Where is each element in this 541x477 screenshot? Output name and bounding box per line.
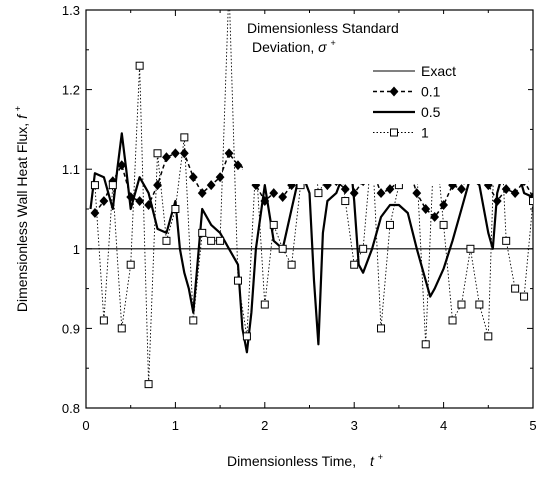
data-point <box>269 220 278 229</box>
x-tick-label: 0 <box>82 418 89 433</box>
data-point <box>206 180 216 191</box>
data-point <box>153 149 162 158</box>
y-tick-label: 1.1 <box>62 162 80 177</box>
data-point <box>412 188 422 199</box>
data-point <box>511 284 520 293</box>
x-tick-label: 2 <box>261 418 268 433</box>
data-point <box>207 236 216 245</box>
data-point <box>224 148 234 159</box>
y-tick-label: 1.2 <box>62 83 80 98</box>
data-point <box>135 196 145 206</box>
data-point <box>341 197 350 206</box>
legend: Dimensionless Standard Deviation, σ + Ex… <box>243 14 528 184</box>
data-point <box>197 188 207 199</box>
data-point <box>233 160 243 171</box>
x-tick-label: 3 <box>351 418 358 433</box>
data-point <box>359 244 368 253</box>
data-point <box>117 324 126 333</box>
data-point <box>90 208 100 218</box>
y-tick-label: 1.3 <box>62 3 80 18</box>
data-point <box>242 332 251 341</box>
data-point <box>439 200 449 210</box>
data-point <box>421 340 430 349</box>
data-point <box>135 61 144 70</box>
legend-title-line2: Deviation, σ + <box>252 38 336 55</box>
data-point <box>421 204 431 214</box>
data-point <box>216 236 225 245</box>
legend-title-line1: Dimensionless Standard <box>247 20 399 36</box>
data-point <box>502 236 511 245</box>
data-point <box>439 220 448 229</box>
data-point <box>189 316 198 325</box>
data-point <box>385 220 394 229</box>
data-point <box>162 152 171 163</box>
legend-background <box>243 14 528 184</box>
y-tick-label: 0.8 <box>62 401 80 416</box>
data-point <box>376 188 386 199</box>
data-point <box>269 188 279 199</box>
data-point <box>484 332 493 341</box>
data-point <box>99 196 109 206</box>
data-point <box>520 292 529 301</box>
y-tick-label: 1 <box>73 242 80 257</box>
data-point <box>260 300 269 309</box>
legend-entries: Exact 0.1 0.5 1 <box>373 63 456 141</box>
data-point <box>529 197 533 206</box>
data-point <box>430 212 440 222</box>
data-point <box>510 188 520 199</box>
data-point <box>278 244 287 253</box>
x-axis-title: Dimensionless Time, t + <box>227 452 383 469</box>
legend-label-Exact: Exact <box>421 63 456 79</box>
y-tick-label: 0.9 <box>62 321 80 336</box>
legend-marker-1 <box>390 128 398 137</box>
y-axis-title: Dimensionless Wall Heat Flux, f + <box>13 106 30 312</box>
data-point <box>377 324 386 333</box>
data-point <box>287 260 296 269</box>
legend-label-0.1: 0.1 <box>421 84 441 100</box>
data-point <box>170 148 180 159</box>
data-point <box>108 181 117 190</box>
data-point <box>188 172 198 183</box>
data-point <box>278 192 288 203</box>
legend-label-1: 1 <box>421 125 429 141</box>
data-point <box>350 260 359 269</box>
data-point <box>99 316 108 325</box>
x-tick-label: 5 <box>529 418 536 433</box>
data-point <box>385 184 395 195</box>
data-point <box>198 228 207 237</box>
data-point <box>314 189 323 198</box>
legend-label-0.5: 0.5 <box>421 104 441 120</box>
data-point <box>90 181 99 190</box>
data-point <box>466 244 475 253</box>
data-point <box>475 300 484 309</box>
data-point <box>153 180 162 191</box>
data-point <box>171 205 180 213</box>
data-point <box>126 260 135 269</box>
data-point <box>162 236 171 245</box>
data-point <box>179 148 189 159</box>
data-point <box>180 133 189 142</box>
data-point <box>233 276 242 285</box>
data-point <box>448 316 457 325</box>
data-point <box>457 184 466 195</box>
x-tick-label: 4 <box>440 418 447 433</box>
data-point <box>457 300 466 309</box>
x-tick-label: 1 <box>172 418 179 433</box>
data-point <box>144 380 153 389</box>
legend-marker-0.1 <box>389 86 399 97</box>
